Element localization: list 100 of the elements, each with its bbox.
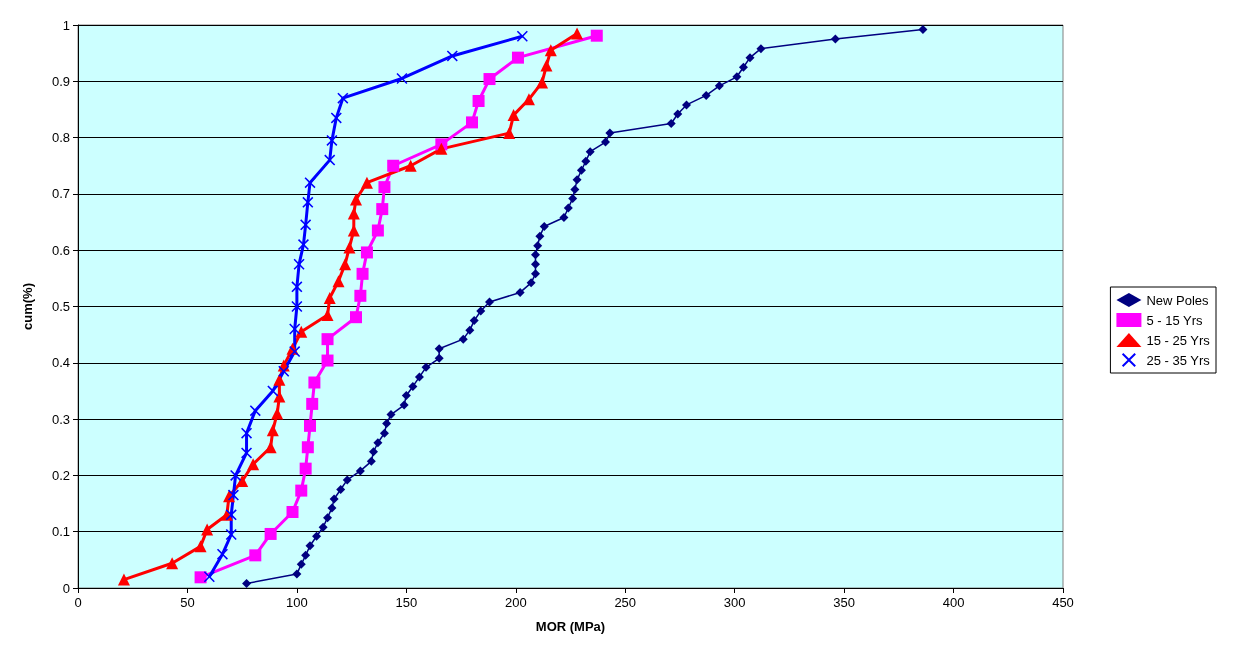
y-tick-label: 0.6 [51,242,70,258]
point [371,224,384,237]
point [300,219,312,231]
point [701,90,711,100]
point [301,550,311,560]
point [366,456,376,466]
point [289,346,301,358]
point [291,281,303,293]
point [387,159,400,172]
point [297,239,309,251]
y-tick-label: 0.4 [51,355,70,371]
point [435,142,448,155]
point [605,128,615,138]
legend-label: 5 - 15 Yrs [1146,312,1204,328]
point [306,397,319,410]
point [323,292,336,305]
point [530,269,540,279]
point [264,527,277,540]
point [408,381,418,391]
point [225,529,237,541]
point [343,241,356,254]
point [570,184,580,194]
y-tick-label: 0 [62,580,70,596]
point [304,419,317,432]
point [378,181,391,194]
point [295,484,308,497]
point [590,29,603,42]
point [312,531,322,541]
x-tick-label: 100 [286,595,308,610]
point [194,540,207,553]
point [396,72,408,84]
y-tick-label: 0.9 [51,73,70,89]
x-tick-label: 0 [74,595,82,610]
point [349,193,362,206]
point [563,203,573,213]
point [515,287,525,297]
point [267,385,279,397]
point [271,407,284,420]
point [324,154,336,166]
point [369,447,378,457]
point [236,475,249,488]
y-tick-label: 0.5 [51,299,70,314]
point [446,50,458,62]
point [117,573,130,586]
y-tick-label: 0.7 [51,186,70,202]
point [266,424,279,437]
y-tick-label: 0.8 [51,130,70,146]
point [299,462,312,475]
point [585,147,595,157]
point [305,541,315,551]
legend-label: 25 - 35 Yrs [1146,352,1211,368]
point [756,44,766,54]
legend-label: 15 - 25 Yrs [1146,332,1211,348]
point [323,513,333,523]
point [330,112,342,124]
point [382,419,392,429]
point [249,549,262,562]
point [732,72,742,82]
x-tick-label: 200 [504,595,527,610]
point [376,203,389,216]
point [329,494,339,504]
point [308,376,321,389]
point [332,275,345,288]
x-axis-title: MOR (MPa) [535,619,606,634]
point [918,25,928,34]
point [465,325,475,335]
point [292,569,302,579]
point [273,373,286,386]
point [373,438,383,448]
point [539,222,549,232]
point [458,334,468,344]
point [571,27,584,40]
point [386,410,396,420]
point [673,109,683,119]
point [225,509,237,521]
point [483,73,496,86]
point [304,177,316,189]
point [337,92,349,104]
point [336,484,346,494]
point [230,469,242,481]
point [241,447,253,459]
point [544,44,557,57]
point [472,95,485,107]
point [249,405,261,417]
point [242,579,252,588]
point [682,100,692,110]
point [360,176,373,189]
y-tick-label: 0.2 [51,467,70,483]
point [291,301,303,312]
point [318,522,328,532]
point [476,306,486,316]
y-tick-label: 1 [62,17,70,33]
point [321,333,334,346]
point [540,59,553,72]
point [401,390,411,400]
point [559,213,569,223]
point [507,109,520,122]
point [434,344,444,354]
y-axis-title: cum(%) [20,283,35,330]
point [194,571,207,584]
